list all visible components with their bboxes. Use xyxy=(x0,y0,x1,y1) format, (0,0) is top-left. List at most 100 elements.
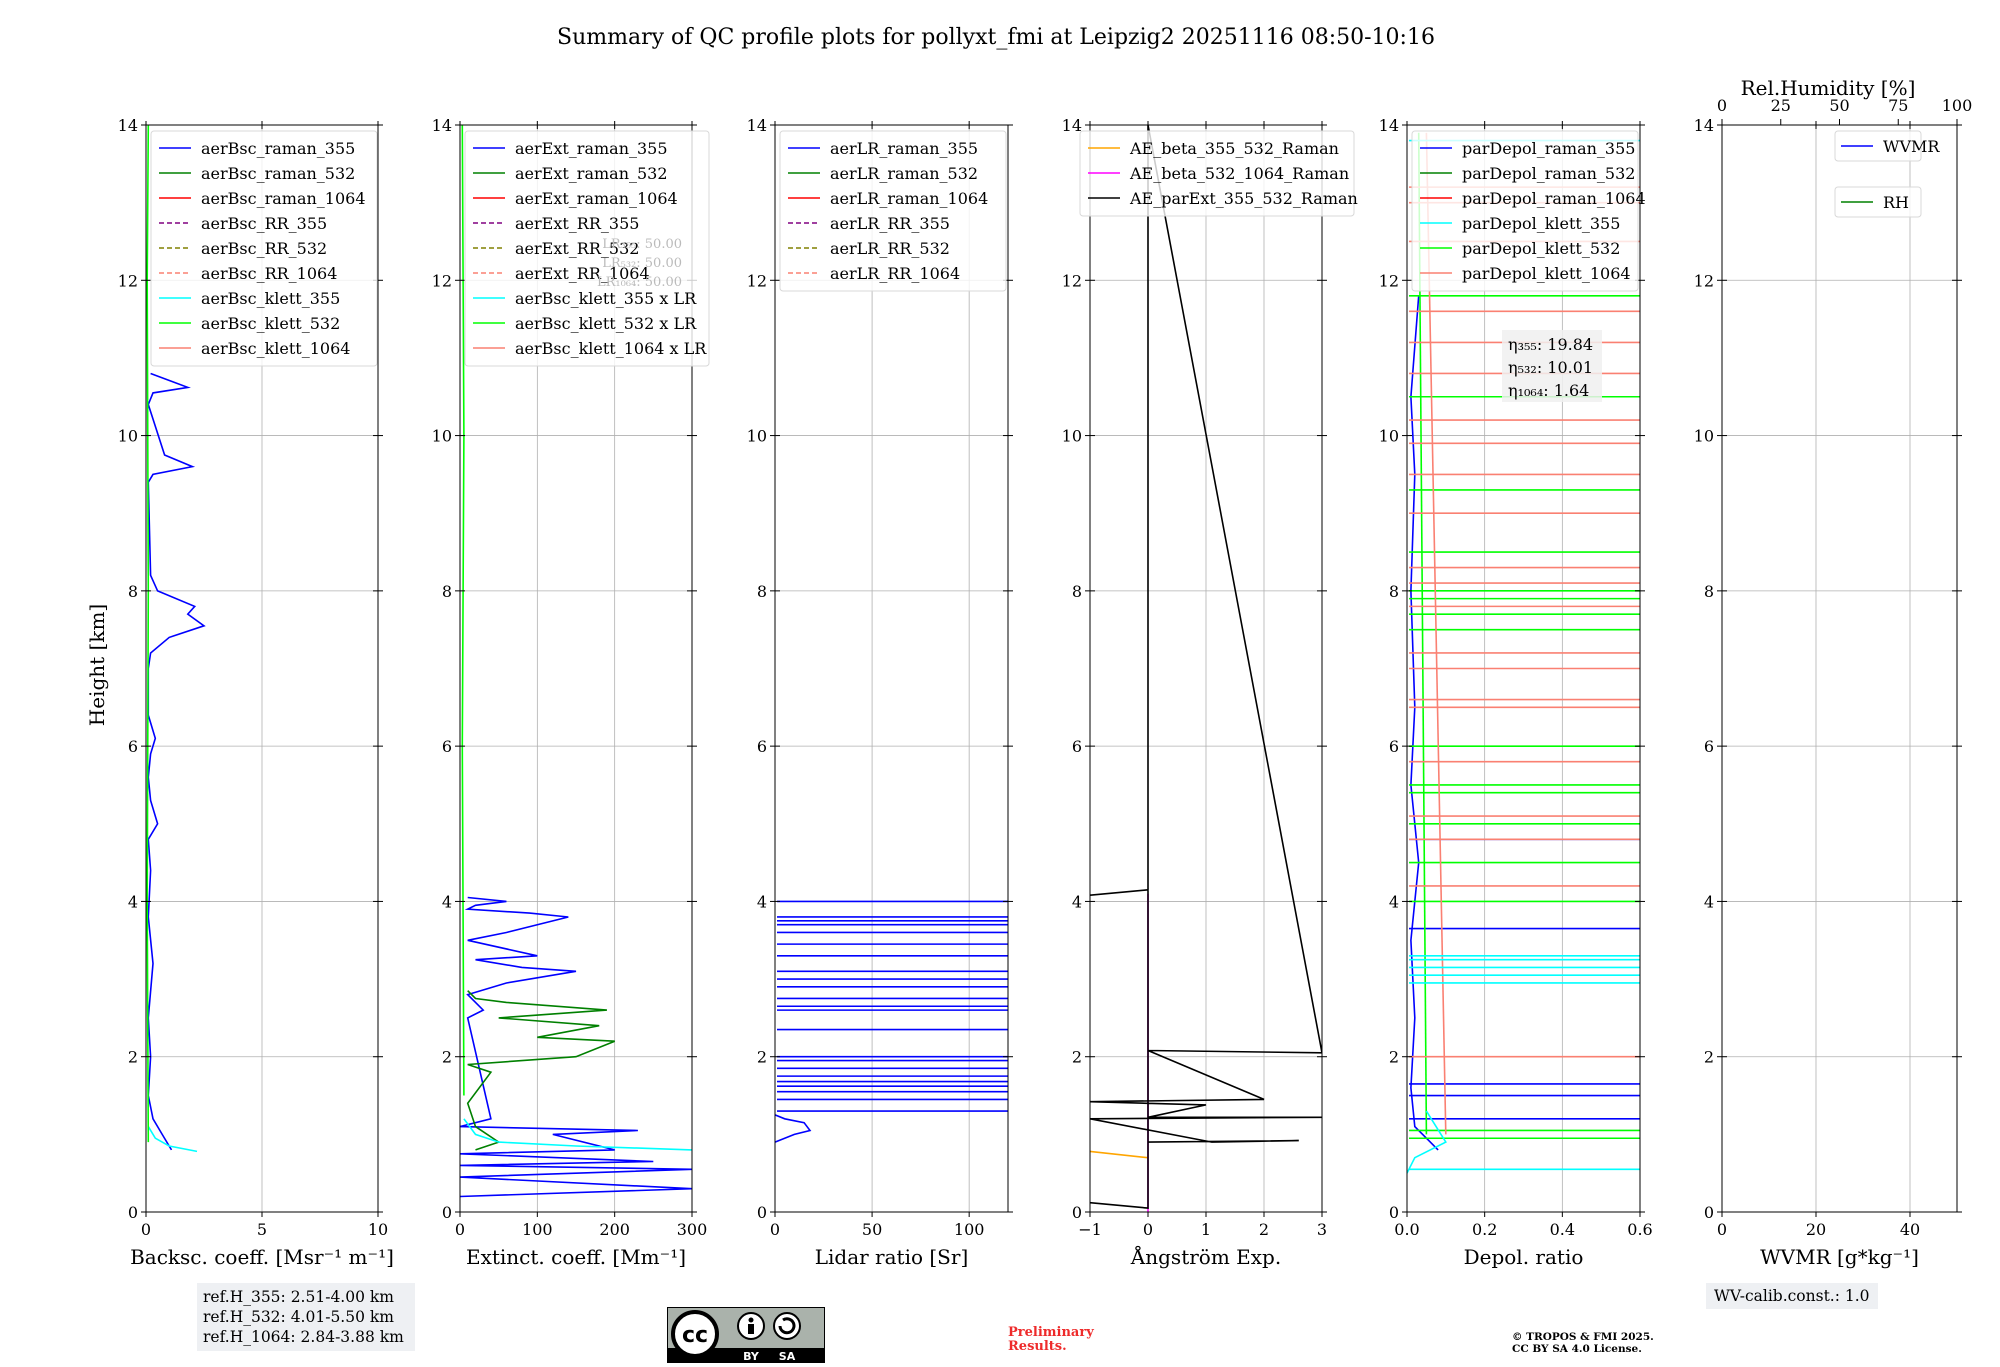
y-tick-label: 4 xyxy=(1072,892,1082,911)
rh-axis-label: Rel.Humidity [%] xyxy=(1741,76,1916,100)
y-tick-label: 2 xyxy=(1704,1048,1714,1067)
y-tick-label: 6 xyxy=(442,737,452,756)
legend-label: aerLR_raman_355 xyxy=(830,139,978,158)
y-tick-label: 12 xyxy=(747,271,767,290)
preliminary-line-1: Preliminary xyxy=(1008,1325,1094,1340)
reference-height-box: ref.H_355: 2.51-4.00 km ref.H_532: 4.01-… xyxy=(197,1283,415,1351)
figure-title: Summary of QC profile plots for pollyxt_… xyxy=(557,25,1435,50)
y-tick-label: 6 xyxy=(757,737,767,756)
y-tick-label: 12 xyxy=(432,271,452,290)
y-tick-label: 2 xyxy=(442,1048,452,1067)
series-aerBsc_klett_355 x LR xyxy=(463,1118,692,1151)
x-axis-label: Lidar ratio [Sr] xyxy=(815,1245,969,1269)
x-tick-label: 0.4 xyxy=(1550,1220,1575,1239)
legend-label: aerBsc_klett_532 xyxy=(201,314,340,333)
legend-box xyxy=(779,130,1007,292)
legend-label: aerExt_RR_1064 xyxy=(515,264,650,283)
rh-tick-label: 0 xyxy=(1717,96,1727,115)
series-parDepol_raman_355 xyxy=(1410,295,1439,1151)
copyright-line-1: © TROPOS & FMI 2025. xyxy=(1512,1331,1654,1343)
rh-tick-label: 100 xyxy=(1942,96,1973,115)
legend-label: aerBsc_klett_355 x LR xyxy=(515,289,697,308)
legend-box xyxy=(1834,130,1922,162)
y-tick-label: 8 xyxy=(1072,582,1082,601)
y-tick-label: 10 xyxy=(432,427,452,446)
y-tick-label: 2 xyxy=(1389,1048,1399,1067)
y-tick-label: 8 xyxy=(128,582,138,601)
legend-label: aerBsc_klett_532 x LR xyxy=(515,314,697,333)
x-axis-label: WVMR [g*kg⁻¹] xyxy=(1760,1245,1919,1269)
y-tick-label: 4 xyxy=(757,892,767,911)
y-tick-label: 4 xyxy=(1704,892,1714,911)
legend-label: aerExt_raman_1064 xyxy=(515,189,678,208)
legend-label: aerBsc_raman_532 xyxy=(201,164,355,183)
legend-box xyxy=(464,130,710,367)
series-parDepol_klett_355 xyxy=(1407,1110,1447,1174)
legend-label: parDepol_klett_355 xyxy=(1462,214,1620,233)
rh-tick-label: 75 xyxy=(1888,96,1908,115)
legend-label: aerBsc_RR_355 xyxy=(201,214,327,233)
x-tick-label: 0 xyxy=(1143,1220,1153,1239)
x-tick-label: 300 xyxy=(677,1220,708,1239)
series-aerBsc_klett_532 x LR xyxy=(461,125,465,1096)
eta-box xyxy=(1502,330,1602,402)
lr-annotation: LR₃₅₅: 50.00 xyxy=(602,237,682,252)
axes-frame xyxy=(1721,124,1958,1213)
x-tick-label: 0.0 xyxy=(1394,1220,1419,1239)
legend-label: parDepol_raman_532 xyxy=(1462,164,1635,183)
y-tick-label: 10 xyxy=(1062,427,1082,446)
y-tick-label: 12 xyxy=(1694,271,1714,290)
legend-label: aerBsc_klett_355 xyxy=(201,289,340,308)
series-aerLR_raman_355 xyxy=(775,1114,812,1143)
preliminary-line-2: Results. xyxy=(1008,1339,1067,1354)
y-tick-label: 4 xyxy=(1389,892,1399,911)
legend-label: aerLR_RR_355 xyxy=(830,214,950,233)
legend-label: parDepol_raman_1064 xyxy=(1462,189,1646,208)
y-tick-label: 0 xyxy=(1704,1203,1714,1222)
legend-label: aerExt_RR_532 xyxy=(515,239,639,258)
preliminary-note: Preliminary Results. xyxy=(1008,1326,1094,1354)
x-tick-label: 0.6 xyxy=(1627,1220,1652,1239)
legend-label: aerBsc_RR_532 xyxy=(201,239,327,258)
legend-label: aerLR_RR_532 xyxy=(830,239,950,258)
y-tick-label: 8 xyxy=(1704,582,1714,601)
y-tick-label: 2 xyxy=(1072,1048,1082,1067)
legend-label: aerBsc_raman_1064 xyxy=(201,189,366,208)
eta-annotation: η₁₀₆₄: 1.64 xyxy=(1508,381,1589,400)
legend-box xyxy=(1834,186,1922,218)
legend-label: aerLR_raman_532 xyxy=(830,164,978,183)
y-tick-label: 8 xyxy=(757,582,767,601)
y-tick-label: 0 xyxy=(757,1203,767,1222)
series-aerBsc_klett_355 xyxy=(147,1126,198,1153)
y-tick-label: 0 xyxy=(128,1203,138,1222)
x-tick-label: 1 xyxy=(1201,1220,1211,1239)
legend-label: aerExt_RR_355 xyxy=(515,214,639,233)
svg-text:cc: cc xyxy=(682,1323,708,1348)
legend-label: aerBsc_RR_1064 xyxy=(201,264,337,283)
x-tick-label: 100 xyxy=(954,1220,985,1239)
x-axis-label: Depol. ratio xyxy=(1464,1245,1584,1269)
legend-label: aerBsc_raman_355 xyxy=(201,139,355,158)
series-aerBsc_klett_532 xyxy=(146,125,150,1143)
x-axis-label: Backsc. coeff. [Msr⁻¹ m⁻¹] xyxy=(130,1245,394,1269)
legend-label: parDepol_klett_532 xyxy=(1462,239,1620,258)
legend-label: RH xyxy=(1883,193,1909,212)
legend-label: aerBsc_klett_1064 xyxy=(201,339,350,358)
axes-frame xyxy=(459,124,693,1213)
wv-calibration-box: WV-calib.const.: 1.0 xyxy=(1706,1283,1878,1309)
x-tick-label: 0.2 xyxy=(1472,1220,1497,1239)
panel-3: 0 2 4 6 8 10 12 14 0 50 100 Lidar ratio [Sr] aerLR_r… xyxy=(747,116,1013,1269)
axes-frame xyxy=(1406,124,1641,1213)
y-tick-label: 4 xyxy=(128,892,138,911)
copyright-note: © TROPOS & FMI 2025. CC BY SA 4.0 Licens… xyxy=(1512,1331,1654,1355)
lr-annotation: LR₅₃₂: 50.00 xyxy=(602,256,682,271)
legend-box xyxy=(150,130,378,367)
eta-annotation: η₃₅₅: 19.84 xyxy=(1508,335,1593,354)
series-AE_parExt_355_532_Raman xyxy=(1090,125,1322,1209)
y-tick-label: 10 xyxy=(1694,427,1714,446)
y-tick-label: 0 xyxy=(1389,1203,1399,1222)
x-axis-label: Ångström Exp. xyxy=(1130,1244,1281,1269)
